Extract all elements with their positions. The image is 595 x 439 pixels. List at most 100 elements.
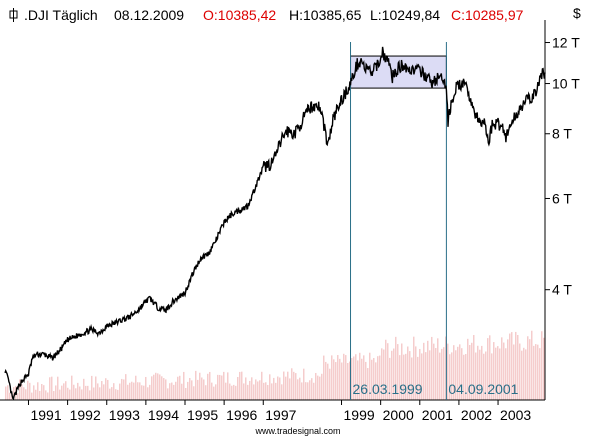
volume-bar: [191, 380, 193, 400]
volume-bar: [47, 392, 49, 400]
volume-bar: [465, 353, 467, 400]
volume-bar: [217, 374, 219, 400]
volume-bar: [517, 335, 519, 400]
volume-bar: [39, 390, 41, 400]
volume-bar: [251, 377, 253, 400]
volume-bar: [401, 343, 403, 400]
volume-bar: [351, 357, 353, 400]
volume-bar: [41, 384, 43, 400]
volume-bar: [409, 351, 411, 400]
close-value: C:10285,97: [451, 7, 524, 23]
volume-bar: [135, 375, 137, 400]
volume-bar: [457, 346, 459, 400]
volume-bar: [159, 374, 161, 400]
chart-tool-icon[interactable]: [9, 8, 18, 22]
volume-bar: [325, 361, 327, 400]
volume-bar: [515, 331, 517, 400]
volume-bar: [467, 338, 469, 400]
volume-bar: [71, 375, 73, 400]
volume-bar: [411, 357, 413, 400]
volume-bar: [543, 337, 545, 400]
volume-bar: [141, 385, 143, 400]
volume-bar: [189, 377, 191, 400]
volume-bar: [227, 372, 229, 400]
y-tick-label: 8 T: [552, 126, 572, 142]
volume-bar: [311, 378, 313, 400]
volume-bar: [377, 356, 379, 400]
volume-bar: [233, 384, 235, 400]
volume-bar: [397, 344, 399, 400]
volume-bar: [221, 375, 223, 400]
volume-bar: [183, 371, 185, 400]
volume-bar: [111, 387, 113, 400]
volume-bar: [161, 376, 163, 400]
volume-bar: [21, 384, 23, 400]
volume-bar: [51, 376, 53, 400]
volume-bar: [131, 381, 133, 400]
volume-bar: [299, 377, 301, 400]
volume-bar: [355, 354, 357, 400]
volume-bar: [451, 352, 453, 400]
volume-bar: [491, 353, 493, 400]
volume-bar: [415, 346, 417, 400]
x-tick-label: 1995: [187, 407, 218, 423]
volume-bar: [537, 344, 539, 400]
volume-bar: [455, 350, 457, 400]
volume-bar: [459, 344, 461, 400]
volume-bar: [73, 384, 75, 400]
volume-bar: [243, 383, 245, 400]
x-tick-label: 1993: [109, 407, 140, 423]
marker-label: 26.03.1999: [353, 381, 423, 397]
volume-bar: [205, 385, 207, 400]
volume-bar: [151, 376, 153, 400]
volume-bar: [119, 383, 121, 400]
volume-bar: [165, 379, 167, 400]
volume-bar: [541, 331, 543, 400]
volume-bar: [143, 385, 145, 400]
x-tick-label: 2001: [422, 407, 453, 423]
volume-bar: [121, 378, 123, 400]
volume-bar: [255, 379, 257, 400]
volume-bar: [485, 351, 487, 400]
volume-bar: [487, 338, 489, 400]
volume-bar: [453, 345, 455, 400]
x-tick-label: 2000: [383, 407, 414, 423]
volume-bar: [173, 384, 175, 400]
volume-bar: [529, 339, 531, 400]
volume-bar: [79, 386, 81, 400]
volume-bar: [81, 389, 83, 400]
volume-bar: [321, 373, 323, 400]
volume-bar: [171, 382, 173, 400]
currency-label: $: [573, 5, 581, 21]
volume-bar: [103, 384, 105, 400]
volume-bar: [483, 353, 485, 400]
volume-bar: [109, 388, 111, 400]
volume-bar: [115, 389, 117, 400]
volume-bar: [253, 384, 255, 400]
volume-bar: [69, 389, 71, 400]
volume-bar: [305, 382, 307, 400]
y-axis-ticks: 4 T 6 T 8 T 10 T 12 T: [545, 35, 580, 298]
volume-bar: [521, 350, 523, 400]
volume-bar: [267, 384, 269, 400]
volume-bar: [417, 356, 419, 400]
volume-bar: [53, 391, 55, 400]
volume-bar: [307, 382, 309, 400]
volume-bar: [323, 355, 325, 400]
volume-bar: [283, 371, 285, 400]
volume-bar: [433, 343, 435, 400]
volume-bar: [277, 376, 279, 400]
volume-bar: [61, 385, 63, 400]
volume-bar: [327, 363, 329, 400]
volume-bar: [513, 344, 515, 400]
volume-bar: [353, 356, 355, 400]
volume-bar: [209, 371, 211, 400]
volume-bar: [67, 387, 69, 400]
volume-bar: [507, 339, 509, 400]
high-value: H:10385,65: [289, 7, 362, 23]
volume-bar: [389, 357, 391, 400]
volume-bar: [443, 347, 445, 400]
volume-bar: [317, 375, 319, 400]
volume-bar: [309, 380, 311, 400]
